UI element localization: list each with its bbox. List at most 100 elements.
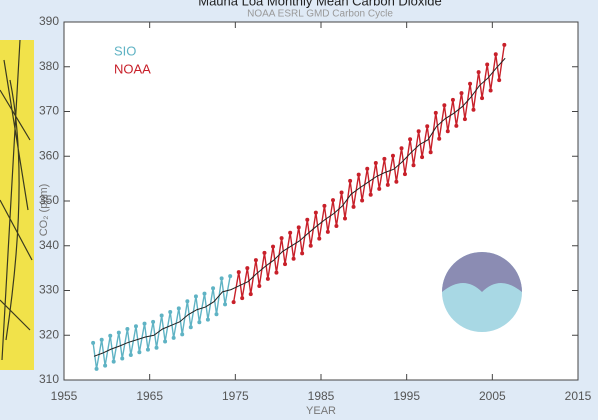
data-point <box>91 340 96 345</box>
data-point <box>480 96 485 101</box>
data-point <box>377 186 382 191</box>
data-point <box>471 107 476 112</box>
data-point <box>445 129 450 134</box>
data-point <box>402 172 407 177</box>
data-point <box>454 123 459 128</box>
legend-entry: SIO <box>114 43 136 58</box>
data-point <box>308 243 313 248</box>
noaa-logo <box>442 252 522 332</box>
data-point <box>116 330 121 335</box>
data-point <box>197 320 202 325</box>
data-point <box>411 163 416 168</box>
data-point <box>348 178 353 183</box>
data-point <box>151 319 156 324</box>
data-point <box>171 335 176 340</box>
data-point <box>176 306 181 311</box>
data-point <box>291 256 296 261</box>
data-point <box>382 156 387 161</box>
data-point <box>433 110 438 115</box>
data-point <box>300 251 305 256</box>
data-point <box>168 309 173 314</box>
x-tick-label: 2015 <box>565 389 592 403</box>
data-point <box>205 317 210 322</box>
data-point <box>223 302 228 307</box>
x-tick-label: 2005 <box>479 389 506 403</box>
data-point <box>257 284 262 289</box>
data-point <box>394 179 399 184</box>
data-point <box>325 229 330 234</box>
data-point <box>279 236 284 241</box>
data-point <box>368 192 373 197</box>
data-point <box>390 153 395 158</box>
x-tick-label: 1965 <box>136 389 163 403</box>
data-point <box>214 312 219 317</box>
chart-title: Mauna Loa Monthly Mean Carbon Dioxide <box>198 0 442 8</box>
data-point <box>339 190 344 195</box>
data-point <box>236 270 241 275</box>
chart-subtitle: NOAA ESRL GMD Carbon Cycle <box>247 9 393 20</box>
data-point <box>240 296 245 301</box>
data-point <box>145 347 150 352</box>
data-point <box>462 117 467 122</box>
data-point <box>485 62 490 67</box>
logo-top <box>442 252 522 292</box>
data-point <box>133 324 138 329</box>
data-point <box>142 321 147 326</box>
data-point <box>351 204 356 209</box>
y-axis-label: CO₂ (ppm) <box>38 184 50 237</box>
data-point <box>365 166 370 171</box>
data-point <box>108 333 113 338</box>
y-tick-label: 320 <box>39 327 59 341</box>
data-point <box>125 326 130 331</box>
data-point <box>283 262 288 267</box>
y-tick-label: 310 <box>39 372 59 386</box>
data-point <box>103 363 108 368</box>
data-point <box>137 350 142 355</box>
data-point <box>262 250 267 255</box>
data-point <box>231 300 236 305</box>
data-point <box>468 81 473 86</box>
data-point <box>228 274 233 279</box>
data-point <box>159 313 164 318</box>
y-tick-label: 360 <box>39 148 59 162</box>
data-point <box>428 150 433 155</box>
y-tick-label: 350 <box>39 193 59 207</box>
data-point <box>450 97 455 102</box>
legend-entry: NOAA <box>114 61 151 76</box>
data-point <box>185 299 190 304</box>
data-point <box>334 224 339 229</box>
data-point <box>128 352 133 357</box>
data-point <box>399 146 404 151</box>
data-point <box>317 236 322 241</box>
y-tick-label: 380 <box>39 59 59 73</box>
data-point <box>416 129 421 134</box>
x-axis-label: YEAR <box>306 405 336 417</box>
data-point <box>425 124 430 129</box>
data-point <box>385 182 390 187</box>
data-point <box>459 91 464 96</box>
data-point <box>274 270 279 275</box>
trend-line <box>93 57 506 357</box>
y-tick-label: 340 <box>39 238 59 252</box>
data-point <box>322 203 327 208</box>
data-point <box>502 42 507 47</box>
y-tick-label: 330 <box>39 283 59 297</box>
y-tick-label: 390 <box>39 14 59 28</box>
x-tick-label: 1985 <box>308 389 335 403</box>
data-point <box>493 52 498 57</box>
x-tick-label: 1995 <box>393 389 420 403</box>
data-point <box>497 78 502 83</box>
data-point <box>94 366 99 371</box>
data-point <box>488 88 493 93</box>
data-point <box>111 359 116 364</box>
data-point <box>420 155 425 160</box>
x-tick-label: 1975 <box>222 389 249 403</box>
side-image-lines <box>0 39 33 361</box>
data-point <box>202 291 207 296</box>
side-image <box>0 39 34 370</box>
data-point <box>219 276 224 281</box>
data-point <box>330 198 335 203</box>
data-point <box>342 216 347 221</box>
